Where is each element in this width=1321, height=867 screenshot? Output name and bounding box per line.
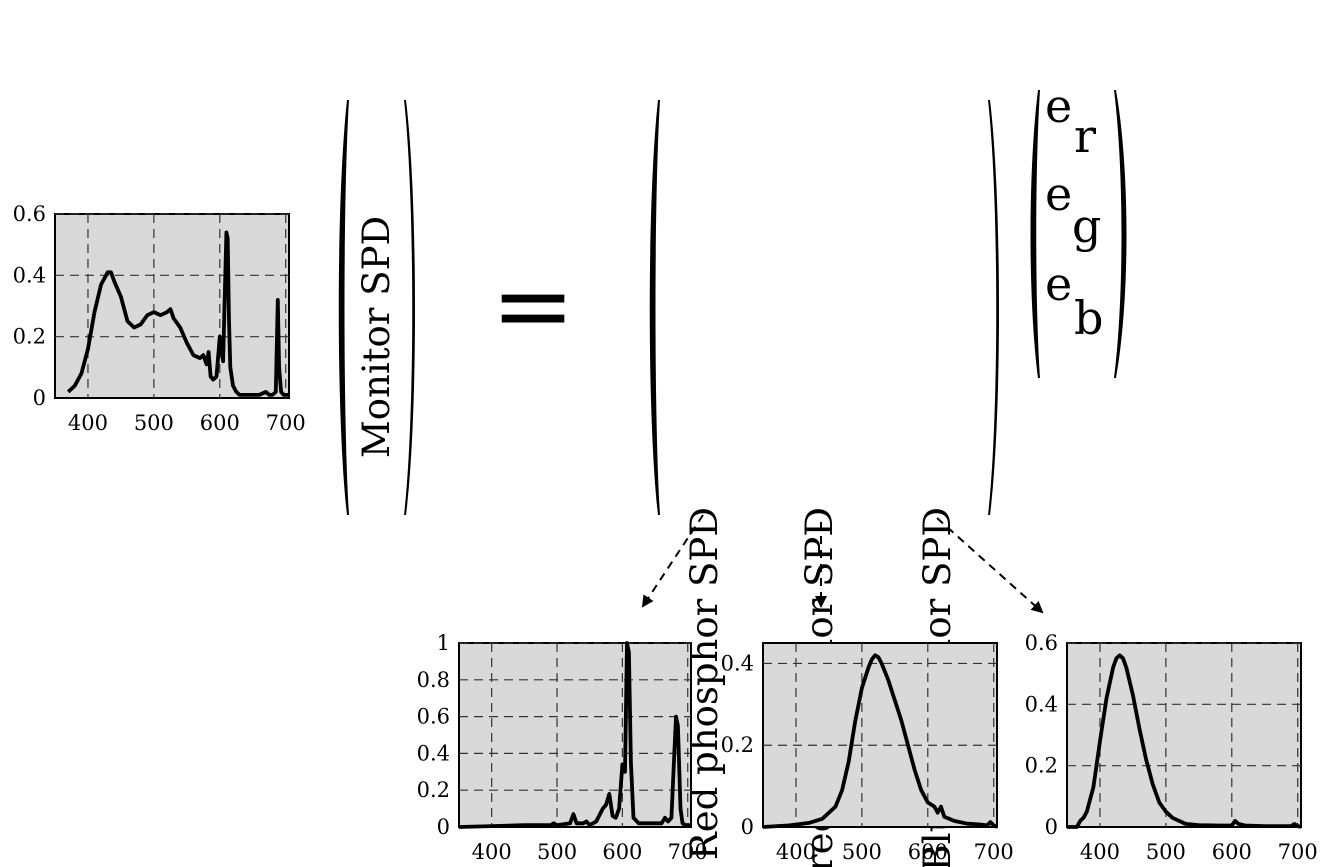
blue-phosphor-plot: 400 500 600 700 0 0.2 0.4 0.6 <box>1025 631 1318 864</box>
x-tick-label: 500 <box>134 411 174 435</box>
spd-curve <box>1067 653 1302 829</box>
weight-er: e r <box>1045 79 1096 163</box>
x-tick-label: 700 <box>974 840 1014 864</box>
arrow-to-red-plot <box>641 514 704 608</box>
vector-left-bracket <box>1030 90 1040 378</box>
x-tick-label: 400 <box>68 411 108 435</box>
weight-eb: e b <box>1045 257 1103 345</box>
arrow-to-blue-plot <box>936 517 1044 614</box>
plot-area <box>762 642 998 828</box>
x-tick-label: 500 <box>537 840 577 864</box>
x-tick-label: 400 <box>1080 840 1120 864</box>
equals-sign: = <box>491 247 575 364</box>
lhs-left-bracket <box>338 100 349 515</box>
y-tick-label: 0.4 <box>13 263 46 287</box>
y-tick-label: 0.2 <box>13 325 46 349</box>
red-phosphor-plot: 400 500 600 700 0 0.2 0.4 0.6 0.8 1 <box>417 631 708 864</box>
y-tick-label: 0.4 <box>721 651 754 675</box>
weight-base: e <box>1045 79 1072 133</box>
y-tick-label: 0.8 <box>417 668 450 692</box>
y-tick-label: 0.6 <box>13 202 46 226</box>
x-tick-label: 600 <box>200 411 240 435</box>
monitor-spd-plot: 400 500 600 700 0 0.2 0.4 0.6 <box>13 202 306 435</box>
y-tick-label: 0 <box>33 386 46 410</box>
lhs-right-bracket <box>404 100 415 515</box>
x-tick-label: 400 <box>472 840 512 864</box>
plot-area <box>54 213 290 399</box>
y-tick-label: 0.4 <box>417 741 450 765</box>
plot-area <box>1066 642 1302 828</box>
x-tick-label: 400 <box>776 840 816 864</box>
y-tick-label: 0.2 <box>417 778 450 802</box>
x-tick-label: 600 <box>602 840 642 864</box>
matrix-right-bracket <box>988 100 999 515</box>
x-tick-label: 700 <box>1278 840 1318 864</box>
monitor-spd-label: Monitor SPD <box>355 216 398 458</box>
y-tick-label: 0 <box>437 815 450 839</box>
weight-subscript: r <box>1074 109 1096 163</box>
weight-eg: e g <box>1045 167 1101 253</box>
vector-right-bracket <box>1114 90 1127 378</box>
x-tick-label: 500 <box>1146 840 1186 864</box>
x-tick-label: 600 <box>1212 840 1252 864</box>
weight-subscript: b <box>1074 291 1103 345</box>
y-tick-label: 0.2 <box>721 733 754 757</box>
y-tick-label: 0.4 <box>1025 692 1058 716</box>
x-tick-label: 700 <box>266 411 306 435</box>
weight-base: e <box>1045 167 1072 221</box>
y-tick-label: 0.6 <box>1025 631 1058 655</box>
green-phosphor-plot: 400 500 600 700 0 0.2 0.4 <box>721 642 1014 864</box>
weight-base: e <box>1045 257 1072 311</box>
y-tick-label: 0.2 <box>1025 754 1058 778</box>
spd-curve <box>66 230 289 397</box>
y-tick-label: 0.6 <box>417 705 450 729</box>
y-tick-label: 0 <box>1045 815 1058 839</box>
x-tick-label: 700 <box>668 840 708 864</box>
y-tick-label: 0 <box>741 815 754 839</box>
x-tick-label: 600 <box>908 840 948 864</box>
spd-curve <box>458 641 691 829</box>
plot-area <box>458 642 692 828</box>
x-tick-label: 500 <box>842 840 882 864</box>
matrix-left-bracket <box>649 100 660 515</box>
y-tick-label: 1 <box>437 631 450 655</box>
weight-subscript: g <box>1072 199 1101 253</box>
spd-curve <box>762 653 998 829</box>
